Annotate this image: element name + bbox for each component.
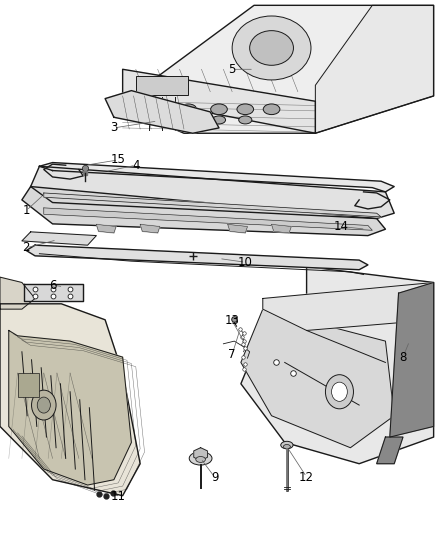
Ellipse shape bbox=[189, 452, 212, 465]
Ellipse shape bbox=[263, 104, 280, 115]
Polygon shape bbox=[26, 245, 368, 270]
Polygon shape bbox=[22, 232, 96, 245]
Polygon shape bbox=[44, 208, 372, 230]
Polygon shape bbox=[315, 5, 434, 133]
Polygon shape bbox=[39, 163, 394, 192]
Ellipse shape bbox=[196, 456, 205, 462]
Polygon shape bbox=[105, 91, 219, 133]
Text: 1: 1 bbox=[22, 204, 30, 217]
Ellipse shape bbox=[281, 441, 293, 449]
Ellipse shape bbox=[250, 30, 293, 66]
Polygon shape bbox=[0, 277, 35, 309]
Text: 10: 10 bbox=[238, 256, 253, 269]
Polygon shape bbox=[241, 309, 394, 448]
Polygon shape bbox=[123, 69, 315, 133]
Circle shape bbox=[332, 382, 347, 401]
Polygon shape bbox=[272, 224, 291, 233]
Polygon shape bbox=[228, 224, 247, 233]
Ellipse shape bbox=[180, 104, 197, 115]
Polygon shape bbox=[390, 282, 434, 437]
Text: 7: 7 bbox=[228, 348, 236, 361]
Text: 4: 4 bbox=[132, 159, 140, 172]
Ellipse shape bbox=[239, 116, 252, 124]
Text: 5: 5 bbox=[229, 63, 236, 76]
Polygon shape bbox=[22, 187, 385, 236]
Polygon shape bbox=[263, 282, 434, 330]
Text: 15: 15 bbox=[111, 154, 126, 166]
Polygon shape bbox=[9, 330, 131, 485]
Text: 3: 3 bbox=[110, 122, 117, 134]
Polygon shape bbox=[31, 166, 394, 219]
Polygon shape bbox=[241, 266, 434, 464]
Ellipse shape bbox=[212, 116, 226, 124]
Text: 11: 11 bbox=[111, 490, 126, 503]
Polygon shape bbox=[44, 193, 381, 217]
Text: 2: 2 bbox=[22, 241, 30, 254]
Polygon shape bbox=[377, 437, 403, 464]
Bar bbox=[136, 76, 188, 95]
Circle shape bbox=[37, 397, 50, 413]
Polygon shape bbox=[18, 373, 39, 397]
Polygon shape bbox=[96, 224, 116, 233]
Ellipse shape bbox=[182, 116, 195, 124]
Text: 8: 8 bbox=[399, 351, 406, 364]
Ellipse shape bbox=[154, 104, 170, 115]
Circle shape bbox=[32, 390, 56, 420]
Text: 9: 9 bbox=[211, 471, 219, 483]
Ellipse shape bbox=[211, 104, 227, 115]
Polygon shape bbox=[123, 5, 434, 133]
Polygon shape bbox=[140, 224, 160, 233]
Text: 12: 12 bbox=[299, 471, 314, 483]
Text: 6: 6 bbox=[49, 279, 57, 292]
Circle shape bbox=[325, 375, 353, 409]
Polygon shape bbox=[24, 284, 83, 301]
Text: 13: 13 bbox=[225, 314, 240, 327]
Polygon shape bbox=[194, 448, 208, 461]
Text: 14: 14 bbox=[334, 220, 349, 233]
Ellipse shape bbox=[237, 104, 254, 115]
Ellipse shape bbox=[283, 445, 290, 449]
Ellipse shape bbox=[155, 116, 169, 124]
Ellipse shape bbox=[232, 16, 311, 80]
Polygon shape bbox=[0, 304, 140, 496]
